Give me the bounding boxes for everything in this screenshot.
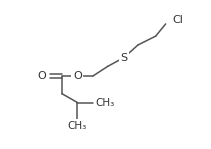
Text: O: O bbox=[38, 71, 46, 81]
Text: CH₃: CH₃ bbox=[68, 121, 87, 131]
Text: CH₃: CH₃ bbox=[95, 98, 114, 108]
Text: O: O bbox=[73, 71, 82, 81]
Text: S: S bbox=[120, 53, 127, 63]
Text: Cl: Cl bbox=[173, 15, 184, 25]
